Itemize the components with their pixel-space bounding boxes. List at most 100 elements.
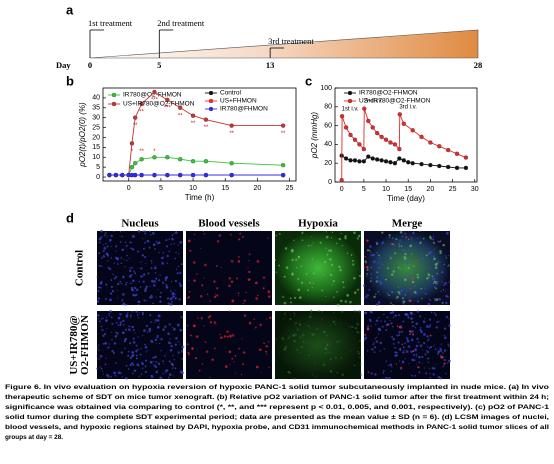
dot — [275, 338, 278, 341]
dot — [427, 273, 431, 277]
dot — [228, 350, 232, 354]
data-point — [352, 158, 358, 163]
dot — [406, 337, 409, 340]
dot — [399, 349, 402, 352]
dot — [440, 355, 444, 359]
dot — [407, 345, 411, 348]
dot — [405, 350, 409, 353]
dot — [397, 266, 400, 269]
data-point — [362, 106, 367, 111]
dot — [218, 234, 222, 237]
row-label: Control — [74, 250, 86, 286]
dot — [133, 369, 137, 372]
dot — [138, 281, 140, 283]
dot — [360, 330, 362, 332]
dot — [357, 234, 361, 238]
dot — [354, 327, 358, 330]
dot — [429, 372, 431, 375]
dot — [144, 287, 148, 291]
dot — [428, 347, 431, 349]
dot — [287, 337, 290, 339]
day-label: Day — [56, 60, 71, 70]
dot — [110, 375, 112, 378]
dot — [301, 239, 304, 242]
dot — [144, 359, 148, 362]
dot — [105, 236, 107, 238]
dot — [328, 351, 331, 354]
dot — [136, 314, 139, 316]
dot — [386, 316, 389, 319]
dot — [394, 354, 397, 357]
dot — [154, 355, 157, 359]
dot — [149, 314, 152, 317]
dot — [135, 288, 139, 292]
dot — [409, 333, 412, 336]
dot — [146, 300, 148, 302]
dot — [441, 270, 444, 274]
dot — [131, 325, 134, 329]
dot — [409, 311, 413, 315]
dot — [294, 333, 297, 336]
dot — [155, 277, 158, 280]
dot — [446, 295, 449, 298]
panel-label: d — [66, 210, 74, 225]
dot — [175, 336, 178, 340]
dot — [433, 257, 436, 261]
dot — [123, 230, 125, 232]
dot — [157, 362, 161, 365]
dot — [243, 314, 247, 317]
dot — [325, 231, 327, 233]
dot — [124, 337, 128, 341]
dot — [231, 334, 235, 337]
dot — [267, 340, 270, 343]
dot — [131, 236, 134, 238]
dot — [159, 376, 163, 380]
dot — [130, 330, 132, 332]
dot — [410, 330, 414, 333]
data-point — [129, 164, 135, 170]
dot — [139, 353, 142, 356]
dot — [133, 270, 135, 273]
y-tick-label: 35 — [92, 105, 100, 112]
dot — [323, 360, 325, 363]
dot — [243, 299, 246, 302]
dot — [168, 373, 172, 377]
dot — [119, 323, 122, 327]
dot — [344, 235, 347, 238]
caption-line: blood vessels, and hypoxic regions stain… — [5, 424, 549, 431]
dot — [356, 350, 359, 353]
dot — [122, 319, 125, 322]
dot — [394, 314, 397, 317]
dot — [117, 316, 121, 320]
dot — [157, 241, 161, 245]
dot — [113, 277, 116, 280]
dot — [388, 364, 390, 367]
dot — [102, 342, 105, 345]
dot — [109, 268, 112, 271]
dot — [369, 280, 372, 283]
dot — [187, 297, 189, 299]
dot — [390, 273, 394, 276]
dot — [425, 372, 428, 375]
dot — [432, 255, 435, 258]
dot — [201, 284, 204, 287]
dot — [436, 320, 439, 324]
y-tick-label: 60 — [324, 122, 332, 129]
dot — [339, 340, 342, 342]
dot — [141, 361, 143, 363]
dot — [323, 330, 326, 334]
dot — [353, 231, 356, 235]
dot — [110, 234, 113, 237]
dot — [174, 231, 178, 234]
dot — [423, 333, 426, 336]
data-point — [165, 172, 170, 178]
dot — [409, 299, 412, 302]
dot — [366, 273, 368, 275]
dot — [331, 231, 334, 233]
dot — [188, 239, 191, 243]
dot — [103, 247, 107, 250]
dot — [105, 357, 107, 359]
data-point — [361, 146, 366, 152]
dot — [302, 231, 304, 234]
dot — [135, 344, 138, 347]
